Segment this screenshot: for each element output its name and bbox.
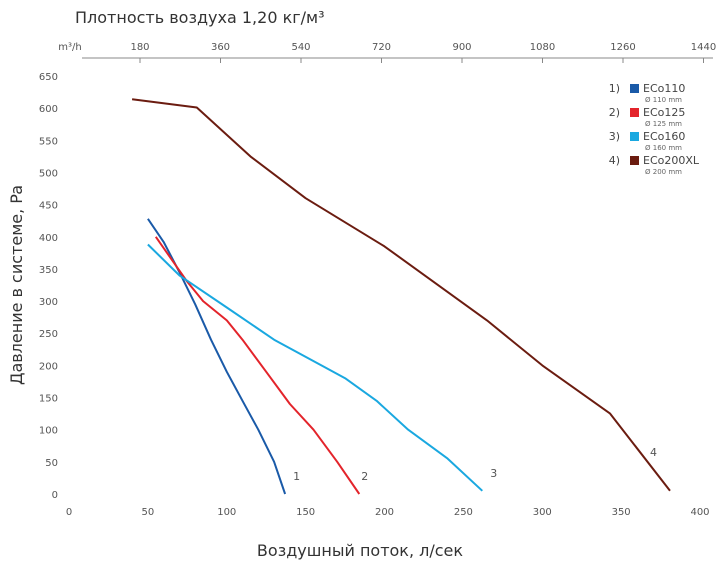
y-tick-label: 400 — [39, 233, 58, 244]
top-axis-tick-label: 900 — [452, 42, 471, 53]
legend-swatch — [630, 156, 639, 165]
legend-diameter: Ø 125 mm — [645, 120, 682, 128]
top-axis-tick-label: 360 — [211, 42, 230, 53]
y-tick-label: 150 — [39, 394, 58, 405]
x-tick-label: 350 — [612, 507, 631, 518]
y-tick-label: 350 — [39, 265, 58, 276]
x-axis-label: Воздушный поток, л/сек — [257, 541, 463, 560]
top-axis-tick-label: 540 — [291, 42, 310, 53]
legend-label: ECo125 — [643, 106, 685, 119]
legend-swatch — [630, 132, 639, 141]
legend-index: 4) — [609, 154, 620, 167]
curve-label-3: 3 — [490, 467, 497, 480]
x-tick-label: 300 — [533, 507, 552, 518]
top-axis-tick-label: 720 — [372, 42, 391, 53]
y-tick-label: 600 — [39, 104, 58, 115]
top-axis-tick-label: 1440 — [691, 42, 716, 53]
top-axis-tick-label: 1080 — [530, 42, 555, 53]
legend-index: 2) — [609, 106, 620, 119]
top-axis-tick-label: 180 — [130, 42, 149, 53]
x-tick-label: 200 — [375, 507, 394, 518]
series-line-eco200xl — [132, 99, 670, 491]
curve-label-4: 4 — [650, 446, 657, 459]
legend-index: 3) — [609, 130, 620, 143]
legend-swatch — [630, 84, 639, 93]
series-line-eco110 — [148, 219, 285, 494]
legend-index: 1) — [609, 82, 620, 95]
legend-label: ECo110 — [643, 82, 685, 95]
x-tick-label: 100 — [217, 507, 236, 518]
series-line-eco125 — [156, 237, 359, 494]
y-tick-label: 500 — [39, 168, 58, 179]
y-tick-label: 250 — [39, 329, 58, 340]
x-tick-label: 50 — [142, 507, 155, 518]
legend-diameter: Ø 110 mm — [645, 96, 682, 104]
legend-swatch — [630, 108, 639, 117]
legend-diameter: Ø 200 mm — [645, 168, 682, 176]
y-tick-label: 550 — [39, 136, 58, 147]
y-tick-label: 50 — [45, 458, 58, 469]
legend-label: ECo200XL — [643, 154, 700, 167]
legend-diameter: Ø 160 mm — [645, 144, 682, 152]
top-axis-unit: m³/h — [58, 42, 81, 53]
y-tick-label: 650 — [39, 72, 58, 83]
x-tick-label: 400 — [690, 507, 709, 518]
legend-label: ECo160 — [643, 130, 685, 143]
x-tick-label: 0 — [66, 507, 72, 518]
x-tick-label: 150 — [296, 507, 315, 518]
y-tick-label: 100 — [39, 426, 58, 437]
y-axis-label: Давление в системе, Pa — [7, 185, 26, 385]
x-tick-label: 250 — [454, 507, 473, 518]
y-tick-label: 0 — [52, 490, 58, 501]
top-axis-tick-label: 1260 — [610, 42, 635, 53]
y-tick-label: 300 — [39, 297, 58, 308]
curve-label-1: 1 — [293, 470, 300, 483]
y-tick-label: 200 — [39, 361, 58, 372]
y-tick-label: 450 — [39, 201, 58, 212]
curve-label-2: 2 — [361, 470, 368, 483]
